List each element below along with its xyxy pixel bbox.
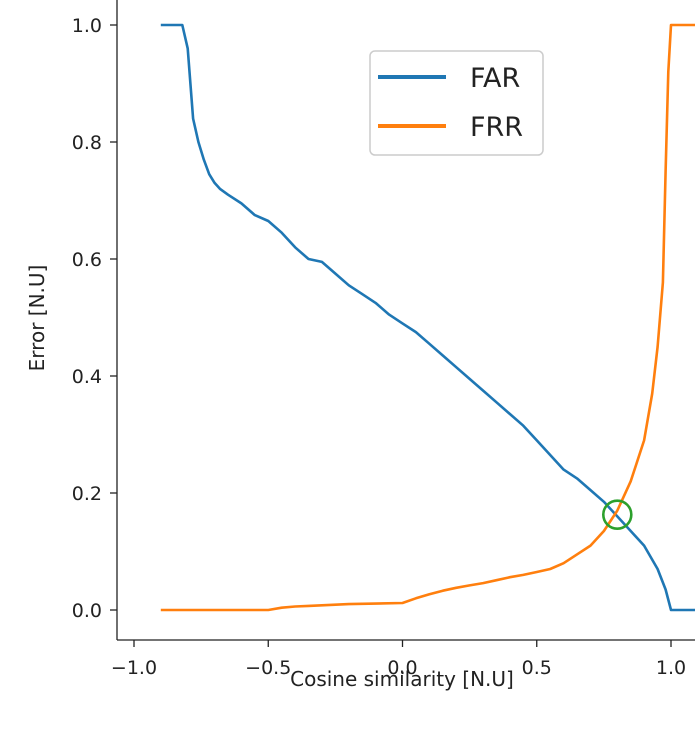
y-tick-label: 0.8 <box>72 132 102 154</box>
x-axis-title: Cosine similarity [N.U] <box>290 667 514 691</box>
legend-label-frr: FRR <box>470 112 523 143</box>
y-axis-title: Error [N.U] <box>25 265 49 372</box>
y-tick-label: 0.4 <box>72 366 102 388</box>
legend-label-far: FAR <box>470 63 520 94</box>
x-tick-label: −0.5 <box>245 657 291 679</box>
x-tick-label: 1.0 <box>656 657 686 679</box>
x-tick-label: 0.0 <box>387 657 417 679</box>
y-tick-label: 0.2 <box>72 483 102 505</box>
y-tick-label: 1.0 <box>72 15 102 37</box>
eer-marker-circle <box>601 499 633 530</box>
legend: FAR FRR <box>369 50 544 156</box>
y-axis-ticks: 0.0 0.2 0.4 0.6 0.8 1.0 <box>72 15 117 622</box>
x-tick-label: 0.5 <box>522 657 552 679</box>
x-tick-label: −1.0 <box>111 657 157 679</box>
y-tick-label: 0.6 <box>72 249 102 271</box>
y-tick-label: 0.0 <box>72 600 102 622</box>
series-line-frr <box>160 23 695 612</box>
x-axis-ticks: −1.0 −0.5 0.0 0.5 1.0 <box>111 640 686 679</box>
axes <box>116 0 695 641</box>
series-line-far <box>160 23 695 612</box>
plot-area <box>160 23 695 612</box>
